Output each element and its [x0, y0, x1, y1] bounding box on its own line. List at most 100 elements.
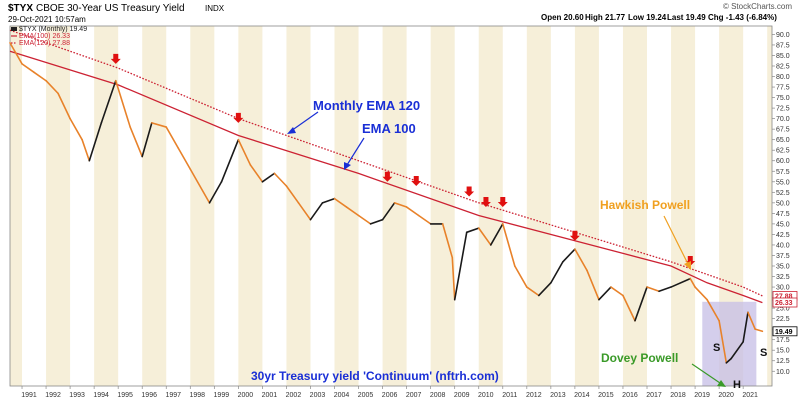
y-tick-label: 32.5: [776, 274, 790, 281]
y-tick-label: 70.0: [776, 116, 790, 123]
red-arrow-marker: [110, 53, 121, 64]
price-segment: [81, 138, 91, 162]
price-segment: [489, 223, 504, 246]
price-segment: [309, 202, 324, 221]
price-segment: [754, 328, 764, 333]
red-arrows: [110, 53, 696, 266]
x-tick-label: 2017: [646, 392, 662, 399]
price-segment: [114, 79, 131, 128]
x-tick-label: 2018: [670, 392, 686, 399]
annotation-dovey-arrowhead: [717, 380, 726, 387]
y-tick-label: 15.0: [776, 348, 790, 355]
price-segment: [333, 197, 348, 208]
x-tick-label: 2002: [286, 392, 302, 399]
x-tick-label: 2019: [694, 392, 710, 399]
header-date: 29-Oct-2021 10:57am: [8, 15, 86, 24]
x-tick-label: 1999: [214, 392, 230, 399]
y-tick-label: 72.5: [776, 106, 790, 113]
x-tick-label: 1996: [141, 392, 157, 399]
tag-ema100: 26.33: [775, 300, 793, 307]
price-segment: [45, 79, 59, 95]
x-axis: 1991 1992 1993 1994 1995 1996 1997 1998 1999 2000…: [21, 386, 758, 399]
red-arrow-marker: [569, 230, 580, 241]
x-tick-label: 2005: [358, 392, 374, 399]
year-stripe: [671, 26, 696, 386]
price-segment: [441, 223, 454, 259]
y-tick-label: 30.0: [776, 285, 790, 292]
year-stripe: [190, 26, 215, 386]
header-exchange: INDX: [205, 4, 225, 13]
x-tick-label: 1991: [21, 392, 37, 399]
annotations: Monthly EMA 120 EMA 100 Hawkish Powell D…: [251, 98, 767, 391]
price-segment: [725, 357, 732, 364]
pattern-head: H: [733, 379, 741, 391]
tag-last: 19.49: [775, 329, 793, 336]
annotation-footer: 30yr Treasury yield 'Continuum' (nftrh.c…: [251, 369, 499, 383]
y-tick-label: 35.0: [776, 264, 790, 271]
ema-lines: [9, 29, 763, 304]
price-segment: [451, 256, 456, 301]
price-segment: [273, 172, 288, 187]
y-tick-label: 80.0: [776, 74, 790, 81]
price-segment: [610, 286, 624, 297]
price-segment: [622, 294, 636, 322]
annotation-hawkish-arrowhead: [684, 261, 691, 270]
year-stripe: [238, 26, 263, 386]
red-arrow-marker: [382, 171, 393, 182]
price-segment: [220, 138, 240, 183]
x-tick-label: 2020: [718, 392, 734, 399]
quote-high: High 21.77: [585, 13, 626, 22]
price-segment: [381, 202, 396, 221]
quote-open: Open 20.60: [541, 13, 584, 22]
annotation-hawkish-pointer: [663, 215, 689, 265]
red-arrow-marker: [233, 112, 244, 123]
price-segment: [742, 311, 749, 343]
price-segment: [321, 197, 336, 204]
year-stripe: [286, 26, 311, 386]
price-segment: [598, 286, 612, 301]
x-tick-label: 2013: [550, 392, 566, 399]
price-segment: [747, 311, 756, 330]
price-series: [9, 42, 764, 364]
year-stripe: [142, 26, 167, 386]
x-tick-label: 2003: [310, 392, 326, 399]
header-name: CBOE 30-Year US Treasury Yield: [36, 3, 185, 14]
y-tick-label: 55.0: [776, 179, 790, 186]
year-stripe: [334, 26, 359, 386]
chart-header: $TYX CBOE 30-Year US Treasury Yield INDX…: [8, 2, 792, 24]
plot-frame: [9, 25, 773, 387]
price-segment: [208, 180, 223, 204]
y-tick-label: 67.5: [776, 127, 790, 134]
price-segment: [646, 286, 660, 293]
price-segment: [249, 164, 264, 183]
price-segment: [9, 42, 23, 65]
y-tick-label: 62.5: [776, 148, 790, 155]
price-segment: [689, 277, 696, 288]
price-segment: [658, 286, 672, 293]
annotation-ema120-arrowhead: [287, 127, 296, 134]
x-tick-label: 2006: [382, 392, 398, 399]
price-segment: [718, 319, 728, 364]
red-arrow-marker: [464, 186, 475, 197]
y-tick-label: 60.0: [776, 158, 790, 165]
legend-item-ema120: EMA(120) 27.88: [19, 40, 70, 47]
price-segment: [141, 122, 153, 158]
price-segment: [501, 223, 516, 267]
y-tick-label: 87.5: [776, 42, 790, 49]
x-tick-label: 2021: [742, 392, 758, 399]
y-tick-label: 25.0: [776, 306, 790, 313]
price-segment: [453, 231, 468, 301]
price-segment: [562, 248, 576, 263]
price-segment: [129, 126, 144, 158]
year-stripe: [94, 26, 119, 386]
price-segment: [21, 63, 35, 74]
x-tick-label: 1993: [69, 392, 85, 399]
y-tick-label: 40.0: [776, 242, 790, 249]
red-arrow-marker: [411, 176, 422, 186]
year-stripe: [622, 26, 648, 386]
price-segment: [550, 260, 564, 284]
annotation-ema100-arrowhead: [344, 162, 351, 170]
price-segment: [405, 206, 420, 217]
